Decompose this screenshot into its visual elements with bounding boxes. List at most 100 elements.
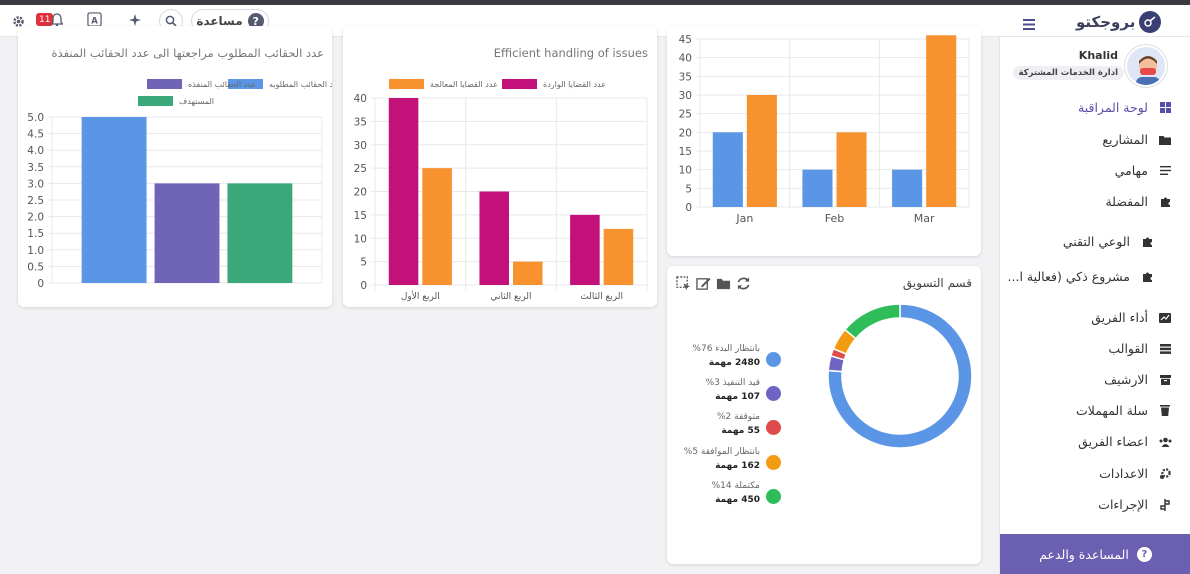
sidebar-item-projects[interactable]: المشاريع	[1102, 132, 1172, 147]
chart-bar	[154, 183, 220, 283]
y-tick-label: 0	[685, 202, 692, 214]
user-name: Khalid	[1078, 49, 1118, 62]
y-tick-label: 0.5	[27, 261, 44, 273]
chart-bar	[570, 214, 600, 285]
y-tick-label: 35	[354, 116, 367, 128]
template-icon	[1158, 342, 1172, 356]
list-icon	[1158, 164, 1172, 178]
y-tick-label: 0	[360, 280, 367, 292]
select-icon[interactable]	[676, 276, 691, 291]
legend-count: 162 مهمة	[715, 461, 760, 471]
legend-item[interactable]: مكتملة 14% 450 مهمة	[676, 481, 788, 511]
trash-icon	[1158, 404, 1172, 418]
sidebar-item-procedures[interactable]: الإجراءات	[1098, 497, 1172, 512]
sidebar-item-archive[interactable]: الارشيف	[1104, 372, 1172, 387]
x-tick-label: Feb	[825, 212, 844, 225]
issues-chart-card: Efficient handling of issues 0 5 10 15 20 25 3…	[343, 26, 657, 307]
legend-dot	[766, 455, 781, 470]
chart-bar	[802, 169, 833, 207]
settings-icon	[1158, 467, 1172, 481]
edit-icon[interactable]	[696, 276, 711, 291]
sidebar-item-label: سلة المهملات	[1075, 403, 1148, 418]
y-tick-label: 4.5	[27, 129, 44, 141]
chart-bar	[81, 117, 147, 283]
sidebar-item-settings[interactable]: الاعدادات	[1099, 466, 1172, 481]
tasks-bar-chart: 0 0.5 1.0 1.5 2.0 2.5 3.0 3.5 4.0 4.5 5.0 عدد الحقا…	[27, 79, 332, 290]
legend-count: 2480 مهمة	[708, 358, 760, 368]
y-tick-label: 3.0	[27, 178, 44, 190]
y-tick-label: 35	[679, 71, 692, 83]
x-tick-label: Mar	[914, 212, 935, 225]
brand[interactable]: بروجكتو	[1076, 11, 1162, 33]
question-icon: ?	[247, 13, 264, 29]
sidebar-item-label: أداء الفريق	[1091, 310, 1148, 325]
brand-logo-icon	[1139, 11, 1162, 33]
sidebar-item-templates[interactable]: القوالب	[1108, 341, 1172, 356]
chart-bar	[746, 95, 777, 207]
sidebar-item-smart-project[interactable]: مشروع ذكي (فعالية ا...	[1008, 269, 1154, 284]
legend-item[interactable]: بانتظار البدء 76% 2480 مهمة	[676, 344, 788, 374]
y-tick-label: 25	[354, 163, 367, 175]
folder-icon	[1158, 133, 1172, 147]
support-label: المساعدة والدعم	[1039, 546, 1129, 562]
sidebar-item-trash[interactable]: سلة المهملات	[1076, 403, 1172, 418]
x-tick-label: الربع الثالث	[580, 292, 623, 302]
legend-label: المستهدف	[179, 97, 214, 106]
y-tick-label: 5	[360, 257, 367, 269]
avatar[interactable]	[1125, 45, 1167, 87]
legend-swatch	[502, 79, 537, 89]
sidebar-item-tech-awareness[interactable]: الوعي التقني	[1063, 234, 1154, 249]
user-role: ادارة الخدمات المشتركة	[1012, 66, 1124, 80]
sidebar-item-my-tasks[interactable]: مهامي	[1115, 163, 1172, 178]
menu-icon[interactable]	[1023, 15, 1035, 34]
y-tick-label: 3.5	[27, 162, 44, 174]
y-tick-label: 25	[679, 109, 692, 121]
y-tick-label: 20	[354, 187, 367, 199]
translate-icon[interactable]: A	[86, 11, 102, 27]
chart-bar	[479, 191, 509, 285]
search-icon	[165, 15, 177, 27]
chart-bar	[712, 132, 743, 207]
help-label: مساعدة	[196, 14, 243, 28]
sidebar-item-label: مشروع ذكي (فعالية ا...	[1007, 269, 1130, 284]
y-tick-label: 10	[354, 233, 367, 245]
question-icon: ?	[1136, 546, 1152, 562]
puzzle-icon	[1158, 195, 1172, 209]
chart-bar	[836, 132, 867, 207]
legend-dot	[766, 420, 781, 435]
puzzle-icon	[1140, 270, 1154, 284]
sidebar-item-team-performance[interactable]: أداء الفريق	[1091, 310, 1172, 325]
marketing-card: قسم التسويق	[667, 266, 981, 564]
legend-label: بانتظار البدء 76%	[692, 344, 760, 354]
sidebar-item-team-members[interactable]: اعضاء الفريق	[1078, 434, 1172, 449]
sidebar-item-favorites[interactable]: المفضلة	[1105, 194, 1172, 209]
help-support-button[interactable]: ? المساعدة والدعم	[1000, 534, 1190, 574]
sidebar-item-label: الاعدادات	[1099, 466, 1148, 481]
refresh-icon[interactable]	[736, 276, 751, 291]
folder-icon[interactable]	[716, 276, 731, 291]
y-tick-label: 30	[354, 140, 367, 152]
legend-label: بانتظار الموافقة 5%	[683, 447, 760, 457]
sidebar-item-dashboard[interactable]: لوحة المراقبة	[1078, 100, 1172, 115]
sidebar-item-label: القوالب	[1108, 341, 1148, 356]
y-tick-label: 10	[679, 165, 692, 177]
legend-dot	[766, 352, 781, 367]
sparkle-icon[interactable]	[127, 12, 143, 28]
sidebar-item-label: المشاريع	[1102, 132, 1148, 147]
y-tick-label: 45	[679, 34, 692, 46]
sidebar-item-label: الارشيف	[1104, 372, 1148, 387]
legend-label: عدد القضايا الواردة	[543, 80, 606, 89]
chart-icon	[1158, 311, 1172, 325]
legend-item[interactable]: بانتظار الموافقة 5% 162 مهمة	[676, 447, 788, 477]
sidebar-item-label: لوحة المراقبة	[1078, 100, 1148, 115]
monthly-chart-card: 0 5 10 15 20 25 30 35 40 45 Jan Feb Mar	[667, 26, 981, 256]
legend-item[interactable]: متوقفة 2% 55 مهمة	[676, 412, 788, 442]
sidebar-item-label: الوعي التقني	[1062, 234, 1130, 249]
legend-swatch	[389, 79, 424, 89]
legend-item[interactable]: قيد التنفيذ 3% 107 مهمة	[676, 378, 788, 408]
archive-icon	[1158, 373, 1172, 387]
chart-bar	[227, 183, 293, 283]
legend-label: عدد الحقائب المطلوبه	[269, 80, 332, 89]
gear-icon[interactable]	[10, 13, 26, 29]
legend-dot	[766, 489, 781, 504]
